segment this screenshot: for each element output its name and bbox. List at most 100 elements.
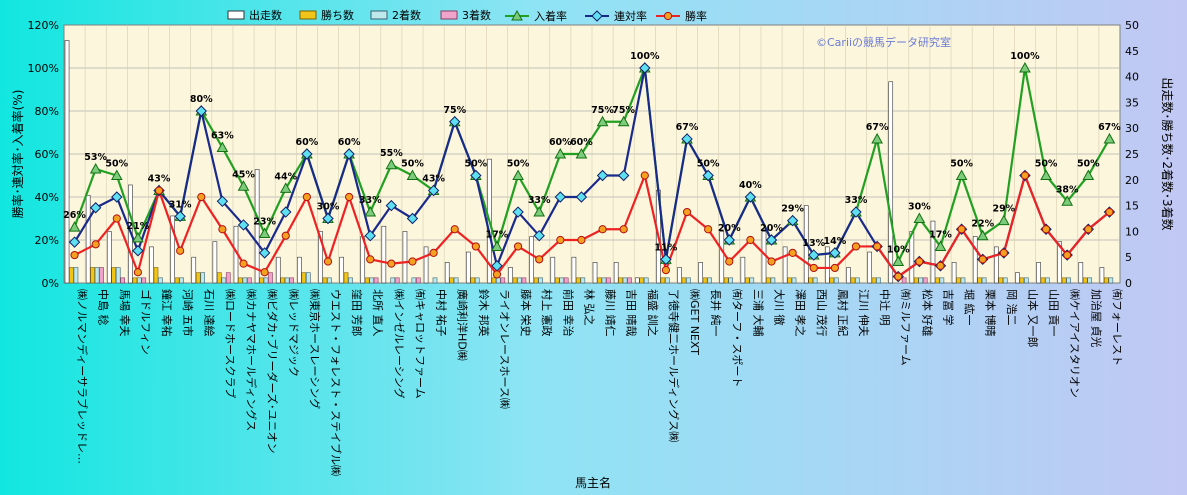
marker-入着率 <box>89 163 102 174</box>
data-label: 40% <box>739 180 762 191</box>
marker-勝率 <box>471 242 480 251</box>
data-label: 60% <box>338 137 361 148</box>
data-labels: 26%53%50%21%43%31%80%63%45%23%44%60%30%6… <box>63 51 1121 256</box>
bar-2着数 <box>622 277 628 284</box>
bar-勝ち数 <box>301 272 307 284</box>
marker-入着率 <box>406 169 419 180</box>
bar-勝ち数 <box>259 277 264 284</box>
bar-出走数 <box>698 262 703 284</box>
marker-連対率 <box>596 169 609 182</box>
right-tick-label: 10 <box>1125 225 1139 238</box>
bar-出走数 <box>951 262 957 284</box>
bar-勝ち数 <box>1019 277 1025 284</box>
marker-連対率 <box>723 234 735 246</box>
bar-勝ち数 <box>787 277 792 284</box>
data-label: 30% <box>908 202 931 213</box>
data-label: 80% <box>190 94 213 105</box>
bar-勝ち数 <box>850 277 856 284</box>
category-label: 藤本 栄史 <box>519 289 533 337</box>
category-label: ㈲キャロットファーム <box>413 289 426 399</box>
bar-勝ち数 <box>829 277 835 284</box>
marker-勝率 <box>535 255 544 264</box>
marker-勝率 <box>640 171 649 180</box>
marker-連対率 <box>786 214 799 227</box>
data-label: 43% <box>148 174 171 185</box>
marker-勝率 <box>873 242 882 251</box>
bar-勝ち数 <box>618 277 623 284</box>
legend-label-3着数: 3着数 <box>462 8 491 22</box>
right-tick-label: 45 <box>1125 45 1139 58</box>
marker-勝率 <box>112 214 121 223</box>
bar-2着数 <box>411 277 417 284</box>
bar-2着数 <box>770 277 776 284</box>
marker-勝率 <box>366 255 375 264</box>
y-axis-title-left: 勝率･連対率･入着率(%) <box>10 90 25 219</box>
data-label: 75% <box>612 105 635 116</box>
left-tick-label: 60% <box>35 148 59 161</box>
bar-勝ち数 <box>195 272 201 284</box>
bar-2着数 <box>94 267 100 284</box>
bar-勝ち数 <box>660 277 666 284</box>
bar-2着数 <box>1108 277 1114 284</box>
bar-3着数 <box>373 277 379 284</box>
category-label: 中辻 明 <box>878 289 892 326</box>
data-label: 11% <box>655 242 678 253</box>
bar-勝ち数 <box>639 277 645 284</box>
marker-連対率 <box>702 169 714 182</box>
marker-連対率 <box>850 206 862 218</box>
legend-label-勝率: 勝率 <box>685 9 707 23</box>
data-label: 14% <box>824 236 847 247</box>
bar-2着数 <box>115 267 121 284</box>
right-tick-label: 5 <box>1125 251 1132 264</box>
bar-出走数 <box>1099 267 1105 284</box>
data-label: 50% <box>1077 159 1100 170</box>
data-label: 33% <box>845 195 868 206</box>
bar-3着数 <box>901 277 907 284</box>
marker-入着率 <box>1019 61 1031 73</box>
category-label: 岡 浩二 <box>1005 289 1018 326</box>
marker-勝率 <box>556 235 565 245</box>
category-label: ㈲ターフ・スポート <box>730 289 743 387</box>
bar-2着数 <box>559 277 565 284</box>
bar-勝ち数 <box>322 277 328 284</box>
bar-出走数 <box>613 262 619 284</box>
bar-2着数 <box>707 277 712 284</box>
marker-入着率 <box>110 169 123 180</box>
marker-勝率 <box>936 261 945 270</box>
marker-入着率 <box>955 169 968 180</box>
marker-勝率 <box>809 263 818 273</box>
marker-勝率 <box>239 259 248 268</box>
category-label: 鐘江 幸祐 <box>160 289 174 337</box>
bar-勝ち数 <box>913 277 919 284</box>
bar-勝ち数 <box>808 277 814 284</box>
category-label: 河崎 五市 <box>181 289 195 337</box>
marker-勝率 <box>91 240 100 249</box>
marker-連対率 <box>385 199 398 212</box>
marker-勝率 <box>1020 171 1030 180</box>
bar-2着数 <box>580 277 586 284</box>
marker-勝率 <box>429 248 438 257</box>
category-label: ㈲フォーレスト <box>1110 289 1123 366</box>
category-label: 中村 祐子 <box>435 289 449 337</box>
bar-3着数 <box>141 277 147 284</box>
marker-連対率 <box>174 210 186 223</box>
bar-3着数 <box>225 272 231 284</box>
marker-勝率 <box>957 225 966 234</box>
category-label: 江川 伸夫 <box>857 289 870 337</box>
data-label: 50% <box>507 159 530 170</box>
bar-2着数 <box>664 277 670 284</box>
marker-勝率 <box>830 263 839 273</box>
bar-出走数 <box>592 262 598 284</box>
bar-出走数 <box>254 169 260 284</box>
category-label: ㈲ミルファーム <box>899 289 912 366</box>
bar-出走数 <box>550 256 556 284</box>
marker-入着率 <box>132 231 144 243</box>
category-label: 村上 憲政 <box>540 289 554 337</box>
marker-入着率 <box>1103 132 1116 144</box>
category-label: ㈱レッドマジック <box>287 289 300 377</box>
bar-勝ち数 <box>745 277 750 284</box>
bar-3着数 <box>627 277 632 284</box>
data-label: 55% <box>380 148 403 159</box>
bar-出走数 <box>930 220 936 284</box>
left-tick-label: 80% <box>35 105 59 118</box>
